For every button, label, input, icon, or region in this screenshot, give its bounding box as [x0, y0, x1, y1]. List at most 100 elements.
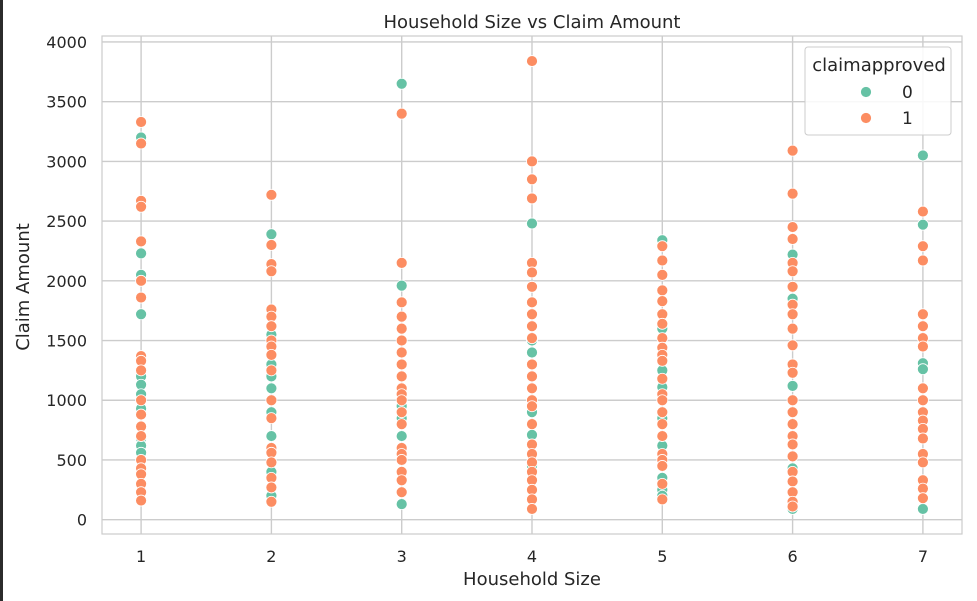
data-point-series-1: [917, 240, 929, 253]
data-point-series-1: [395, 394, 408, 407]
data-point-series-1: [526, 400, 538, 413]
data-point-series-1: [917, 308, 929, 321]
data-point-series-0: [265, 430, 278, 442]
data-point-series-1: [656, 418, 669, 431]
data-point-series-1: [786, 450, 799, 463]
data-point-series-1: [786, 406, 799, 419]
data-point-series-1: [526, 308, 538, 321]
x-tick-label: 1: [136, 547, 146, 566]
data-point-series-1: [786, 233, 799, 245]
data-point-series-1: [656, 254, 669, 267]
data-point-series-1: [526, 332, 538, 345]
data-point-series-0: [135, 247, 147, 260]
y-tick-label: 1500: [46, 332, 87, 351]
data-point-series-1: [786, 339, 799, 352]
data-point-series-1: [656, 268, 669, 281]
data-point-series-1: [656, 430, 669, 442]
data-point-series-1: [395, 296, 408, 309]
data-point-series-1: [135, 274, 147, 287]
x-tick-label: 7: [918, 547, 928, 566]
data-point-series-1: [656, 317, 669, 330]
x-tick-label: 5: [657, 547, 667, 566]
data-point-series-1: [135, 137, 147, 150]
data-point-series-1: [917, 492, 929, 505]
data-point-series-1: [786, 394, 799, 407]
data-point-series-1: [526, 173, 538, 186]
chart-title: Household Size vs Claim Amount: [384, 12, 681, 33]
data-point-series-1: [395, 322, 408, 335]
data-point-series-0: [917, 149, 929, 162]
data-point-series-1: [395, 346, 408, 359]
data-point-series-1: [656, 460, 669, 472]
data-point-series-1: [526, 358, 538, 371]
y-tick-label: 2500: [46, 212, 87, 231]
data-point-series-1: [786, 221, 799, 233]
data-point-series-1: [917, 394, 929, 407]
data-point-series-1: [786, 500, 799, 513]
y-tick-label: 2000: [46, 272, 87, 291]
y-tick-label: 3000: [46, 152, 87, 171]
data-point-series-1: [786, 265, 799, 278]
data-point-series-0: [395, 498, 408, 511]
data-point-series-1: [786, 187, 799, 200]
data-point-series-1: [265, 239, 278, 251]
data-point-series-0: [917, 363, 929, 376]
data-point-series-0: [265, 382, 278, 395]
data-point-series-1: [526, 155, 538, 168]
data-point-series-1: [526, 370, 538, 383]
x-axis-label: Household Size: [463, 569, 601, 590]
data-point-series-1: [265, 394, 278, 407]
data-point-series-1: [917, 320, 929, 333]
legend-label-0: 0: [902, 83, 913, 103]
data-point-series-1: [135, 116, 147, 128]
data-point-series-1: [265, 412, 278, 425]
data-point-series-1: [135, 394, 147, 407]
data-point-series-1: [786, 366, 799, 379]
data-point-series-1: [135, 364, 147, 377]
data-point-series-1: [656, 295, 669, 308]
data-point-series-1: [395, 474, 408, 487]
data-point-series-1: [526, 503, 538, 515]
legend-label-1: 1: [902, 109, 913, 129]
data-point-series-1: [265, 456, 278, 469]
data-point-series-1: [656, 394, 669, 407]
data-point-series-1: [135, 494, 147, 507]
data-point-series-1: [786, 475, 799, 488]
y-axis-label: Claim Amount: [13, 223, 34, 351]
y-tick-label: 1000: [46, 391, 87, 410]
scatter-chart: Household Size vs Claim Amount 1 2 3 4 5 6 7 0…: [13, 12, 963, 590]
data-point-series-1: [265, 320, 278, 333]
data-point-series-1: [395, 370, 408, 383]
legend-marker-0: [860, 86, 872, 98]
data-point-series-1: [917, 254, 929, 267]
data-point-series-1: [395, 406, 408, 419]
data-point-series-1: [265, 481, 278, 494]
data-point-series-1: [786, 418, 799, 431]
data-point-series-0: [265, 228, 278, 241]
data-point-series-0: [917, 218, 929, 231]
data-point-series-0: [526, 346, 538, 359]
data-point-series-1: [786, 308, 799, 321]
legend-title: claimapproved: [812, 55, 946, 76]
data-point-series-0: [786, 380, 799, 392]
data-points: [135, 55, 929, 515]
data-point-series-1: [395, 486, 408, 499]
x-axis-ticks: 1 2 3 4 5 6 7: [136, 547, 928, 566]
data-point-series-1: [917, 205, 929, 218]
data-point-series-1: [265, 348, 278, 361]
legend-marker-1: [860, 112, 872, 124]
data-point-series-1: [526, 296, 538, 309]
data-point-series-1: [526, 280, 538, 293]
data-point-series-0: [395, 77, 408, 90]
y-tick-label: 0: [77, 511, 87, 530]
data-point-series-1: [135, 235, 147, 248]
data-point-series-0: [395, 279, 408, 292]
data-point-series-1: [656, 477, 669, 490]
x-tick-label: 3: [397, 547, 407, 566]
data-point-series-1: [265, 495, 278, 508]
data-point-series-1: [656, 372, 669, 385]
y-axis-ticks: 0 500 1000 1500 2000 2500 3000 3500 4000: [46, 33, 87, 530]
x-tick-label: 6: [788, 547, 798, 566]
data-point-series-1: [656, 493, 669, 506]
data-point-series-1: [917, 432, 929, 445]
